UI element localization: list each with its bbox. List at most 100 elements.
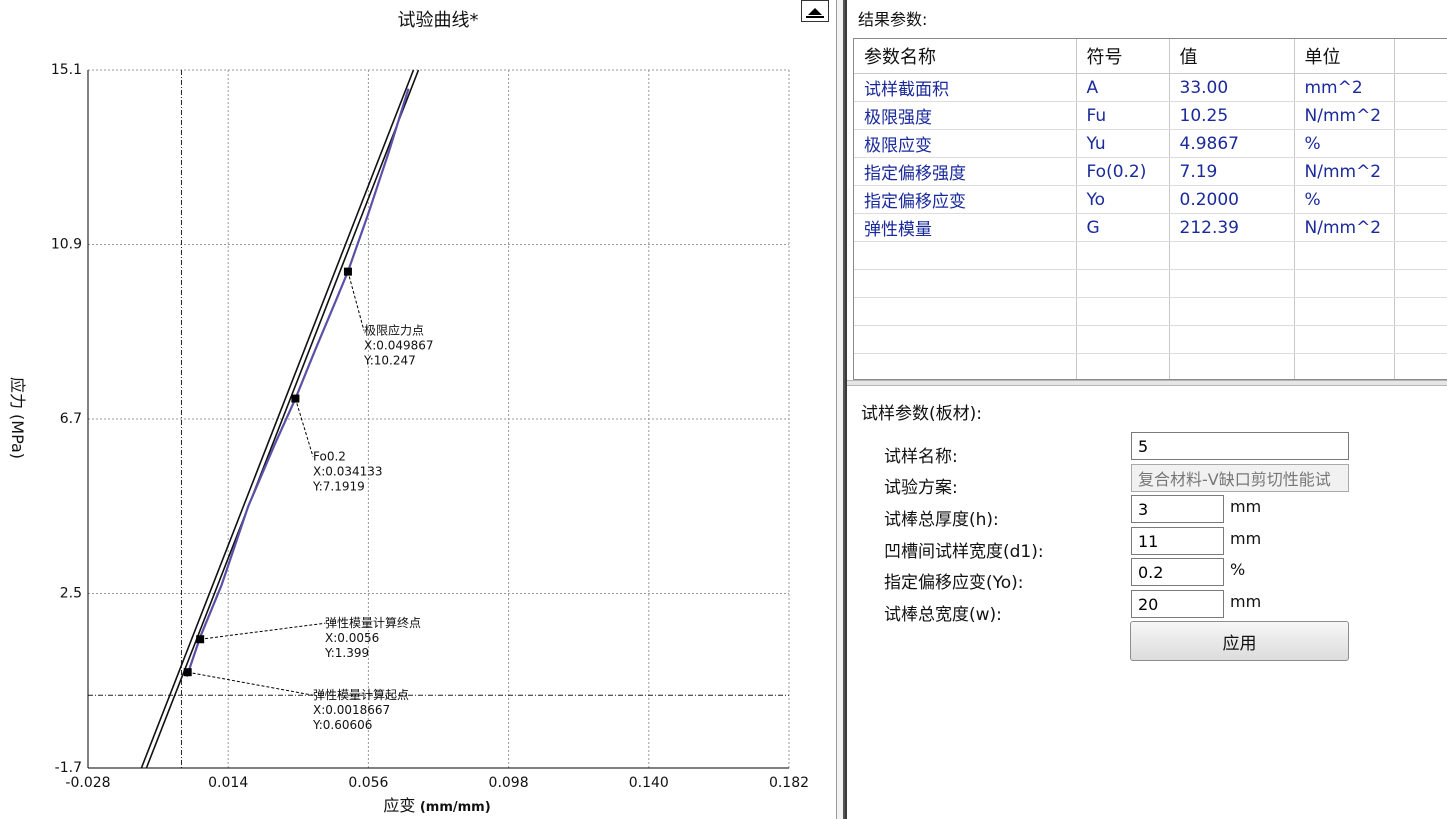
column-header-symbol[interactable]: 符号 [1076,39,1170,74]
annotation-label: Fo0.2 [313,450,346,464]
row-symbol: Fo(0.2) [1076,157,1170,186]
empty-row [854,269,1447,298]
row-value: 4.9867 [1169,129,1295,158]
row-unit: N/mm^2 [1294,101,1395,130]
annotation-label: Y:1.399 [324,646,369,660]
row-symbol: Yo [1076,185,1170,214]
thickness-input[interactable] [1131,495,1224,523]
annotation-marker [196,635,205,644]
annotation-label: 弹性模量计算终点 [325,615,421,630]
empty-row [854,241,1447,270]
total-width-input[interactable] [1131,590,1224,618]
empty-row [854,325,1447,354]
table-row[interactable]: 弹性模量 G 212.39 N/mm^2 [854,213,1447,242]
notch-width-unit: mm [1230,529,1262,548]
annotation-label: 弹性模量计算起点 [313,687,409,702]
row-unit: % [1294,129,1395,158]
row-filler [1394,185,1447,214]
total-width-unit: mm [1230,592,1262,611]
table-row[interactable]: 试样截面积 A 33.00 mm^2 [854,73,1447,102]
notch-width-label: 凹槽间试样宽度(d1): [884,542,1044,562]
row-unit: N/mm^2 [1294,157,1395,186]
y-tick-label: 2.5 [60,586,82,602]
table-row[interactable]: 极限应变 Yu 4.9867 % [854,129,1447,158]
annotation-label: 极限应力点 [364,323,424,338]
fit-line [145,70,420,768]
row-filler [1394,213,1447,242]
row-name: 弹性模量 [854,213,1077,242]
panel-splitter[interactable] [836,0,845,819]
y-tick-label: -1.7 [55,760,82,776]
column-header-name[interactable]: 参数名称 [854,39,1077,74]
total-width-label: 试棒总宽度(w): [884,605,1002,625]
series-line [185,88,410,677]
annotation-label: Y:7.1919 [312,480,365,494]
table-header-row: 参数名称 符号 值 单位 [854,39,1447,74]
chart-title: 试验曲线* [398,10,479,31]
x-tick-label: 0.182 [769,775,809,791]
row-filler [1394,101,1447,130]
results-table[interactable]: 参数名称 符号 值 单位 试样截面积 A 33.00 mm^2 极限强度 Fu … [853,38,1447,380]
row-name: 指定偏移强度 [854,157,1077,186]
annotation-label: Y:10.247 [363,354,416,368]
chart-export-icon [806,8,824,18]
annotation-leader [200,622,326,640]
row-name: 极限强度 [854,101,1077,130]
row-value: 10.25 [1169,101,1295,130]
annotation-label: X:0.049867 [364,339,434,353]
notch-width-input[interactable] [1131,527,1224,555]
annotation-label: Y:0.60606 [312,718,372,732]
table-row[interactable]: 极限强度 Fu 10.25 N/mm^2 [854,101,1447,130]
test-plan-input [1131,464,1349,492]
annotation-marker [183,668,192,677]
y-tick-label: 6.7 [60,411,82,427]
chart-panel: -0.028 0.014 0.056 0.098 0.140 0.182 15.1 10.9 6… [8,0,829,815]
empty-row [854,353,1447,379]
annotation-leader [187,671,314,696]
offset-strain-label: 指定偏移应变(Yo): [884,573,1024,593]
annotation-label: X:0.0056 [325,631,379,645]
x-tick-label: 0.056 [348,775,388,791]
annotation-leader [347,271,365,331]
row-value: 33.00 [1169,73,1295,102]
row-unit: % [1294,185,1395,214]
table-row[interactable]: 指定偏移应变 Yo 0.2000 % [854,185,1447,214]
specimen-name-input[interactable] [1131,432,1349,460]
specimen-section-title: 试样参数(板材): [861,404,982,424]
y-tick-label: 10.9 [51,237,82,253]
specimen-name-label: 试样名称: [884,447,958,467]
row-symbol: G [1076,213,1170,242]
y-tick-label: 15.1 [51,62,82,78]
row-value: 0.2000 [1169,185,1295,214]
offset-strain-input[interactable] [1131,558,1224,586]
row-filler [1394,157,1447,186]
row-filler [1394,129,1447,158]
column-header-value[interactable]: 值 [1169,39,1295,74]
table-row[interactable]: 指定偏移强度 Fo(0.2) 7.19 N/mm^2 [854,157,1447,186]
row-name: 指定偏移应变 [854,185,1077,214]
test-plan-label: 试验方案: [884,478,958,498]
row-value: 212.39 [1169,213,1295,242]
thickness-label: 试棒总厚度(h): [884,510,999,530]
x-axis-label: 应变 (mm/mm) [383,796,490,815]
empty-row [854,297,1447,326]
x-tick-label: 0.014 [208,775,248,791]
row-symbol: Yu [1076,129,1170,158]
y-axis-label: 应力 (MPa) [8,377,27,459]
row-name: 极限应变 [854,129,1077,158]
apply-button[interactable]: 应用 [1130,621,1349,661]
x-tick-label: 0.098 [489,775,529,791]
stress-strain-chart: -0.028 0.014 0.056 0.098 0.140 0.182 15.1 10.9 6… [8,10,809,815]
x-tick-label: 0.140 [629,775,669,791]
fit-line [140,70,415,768]
column-header-unit[interactable]: 单位 [1294,39,1395,74]
row-name: 试样截面积 [854,73,1077,102]
section-splitter[interactable] [847,380,1447,386]
offset-strain-unit: % [1230,560,1246,579]
row-unit: mm^2 [1294,73,1395,102]
export-chart-button[interactable] [801,0,829,22]
results-section-title: 结果参数: [858,10,928,29]
annotation-label: X:0.0018667 [313,703,390,717]
column-header-empty [1394,39,1447,74]
annotation-marker [343,267,352,276]
